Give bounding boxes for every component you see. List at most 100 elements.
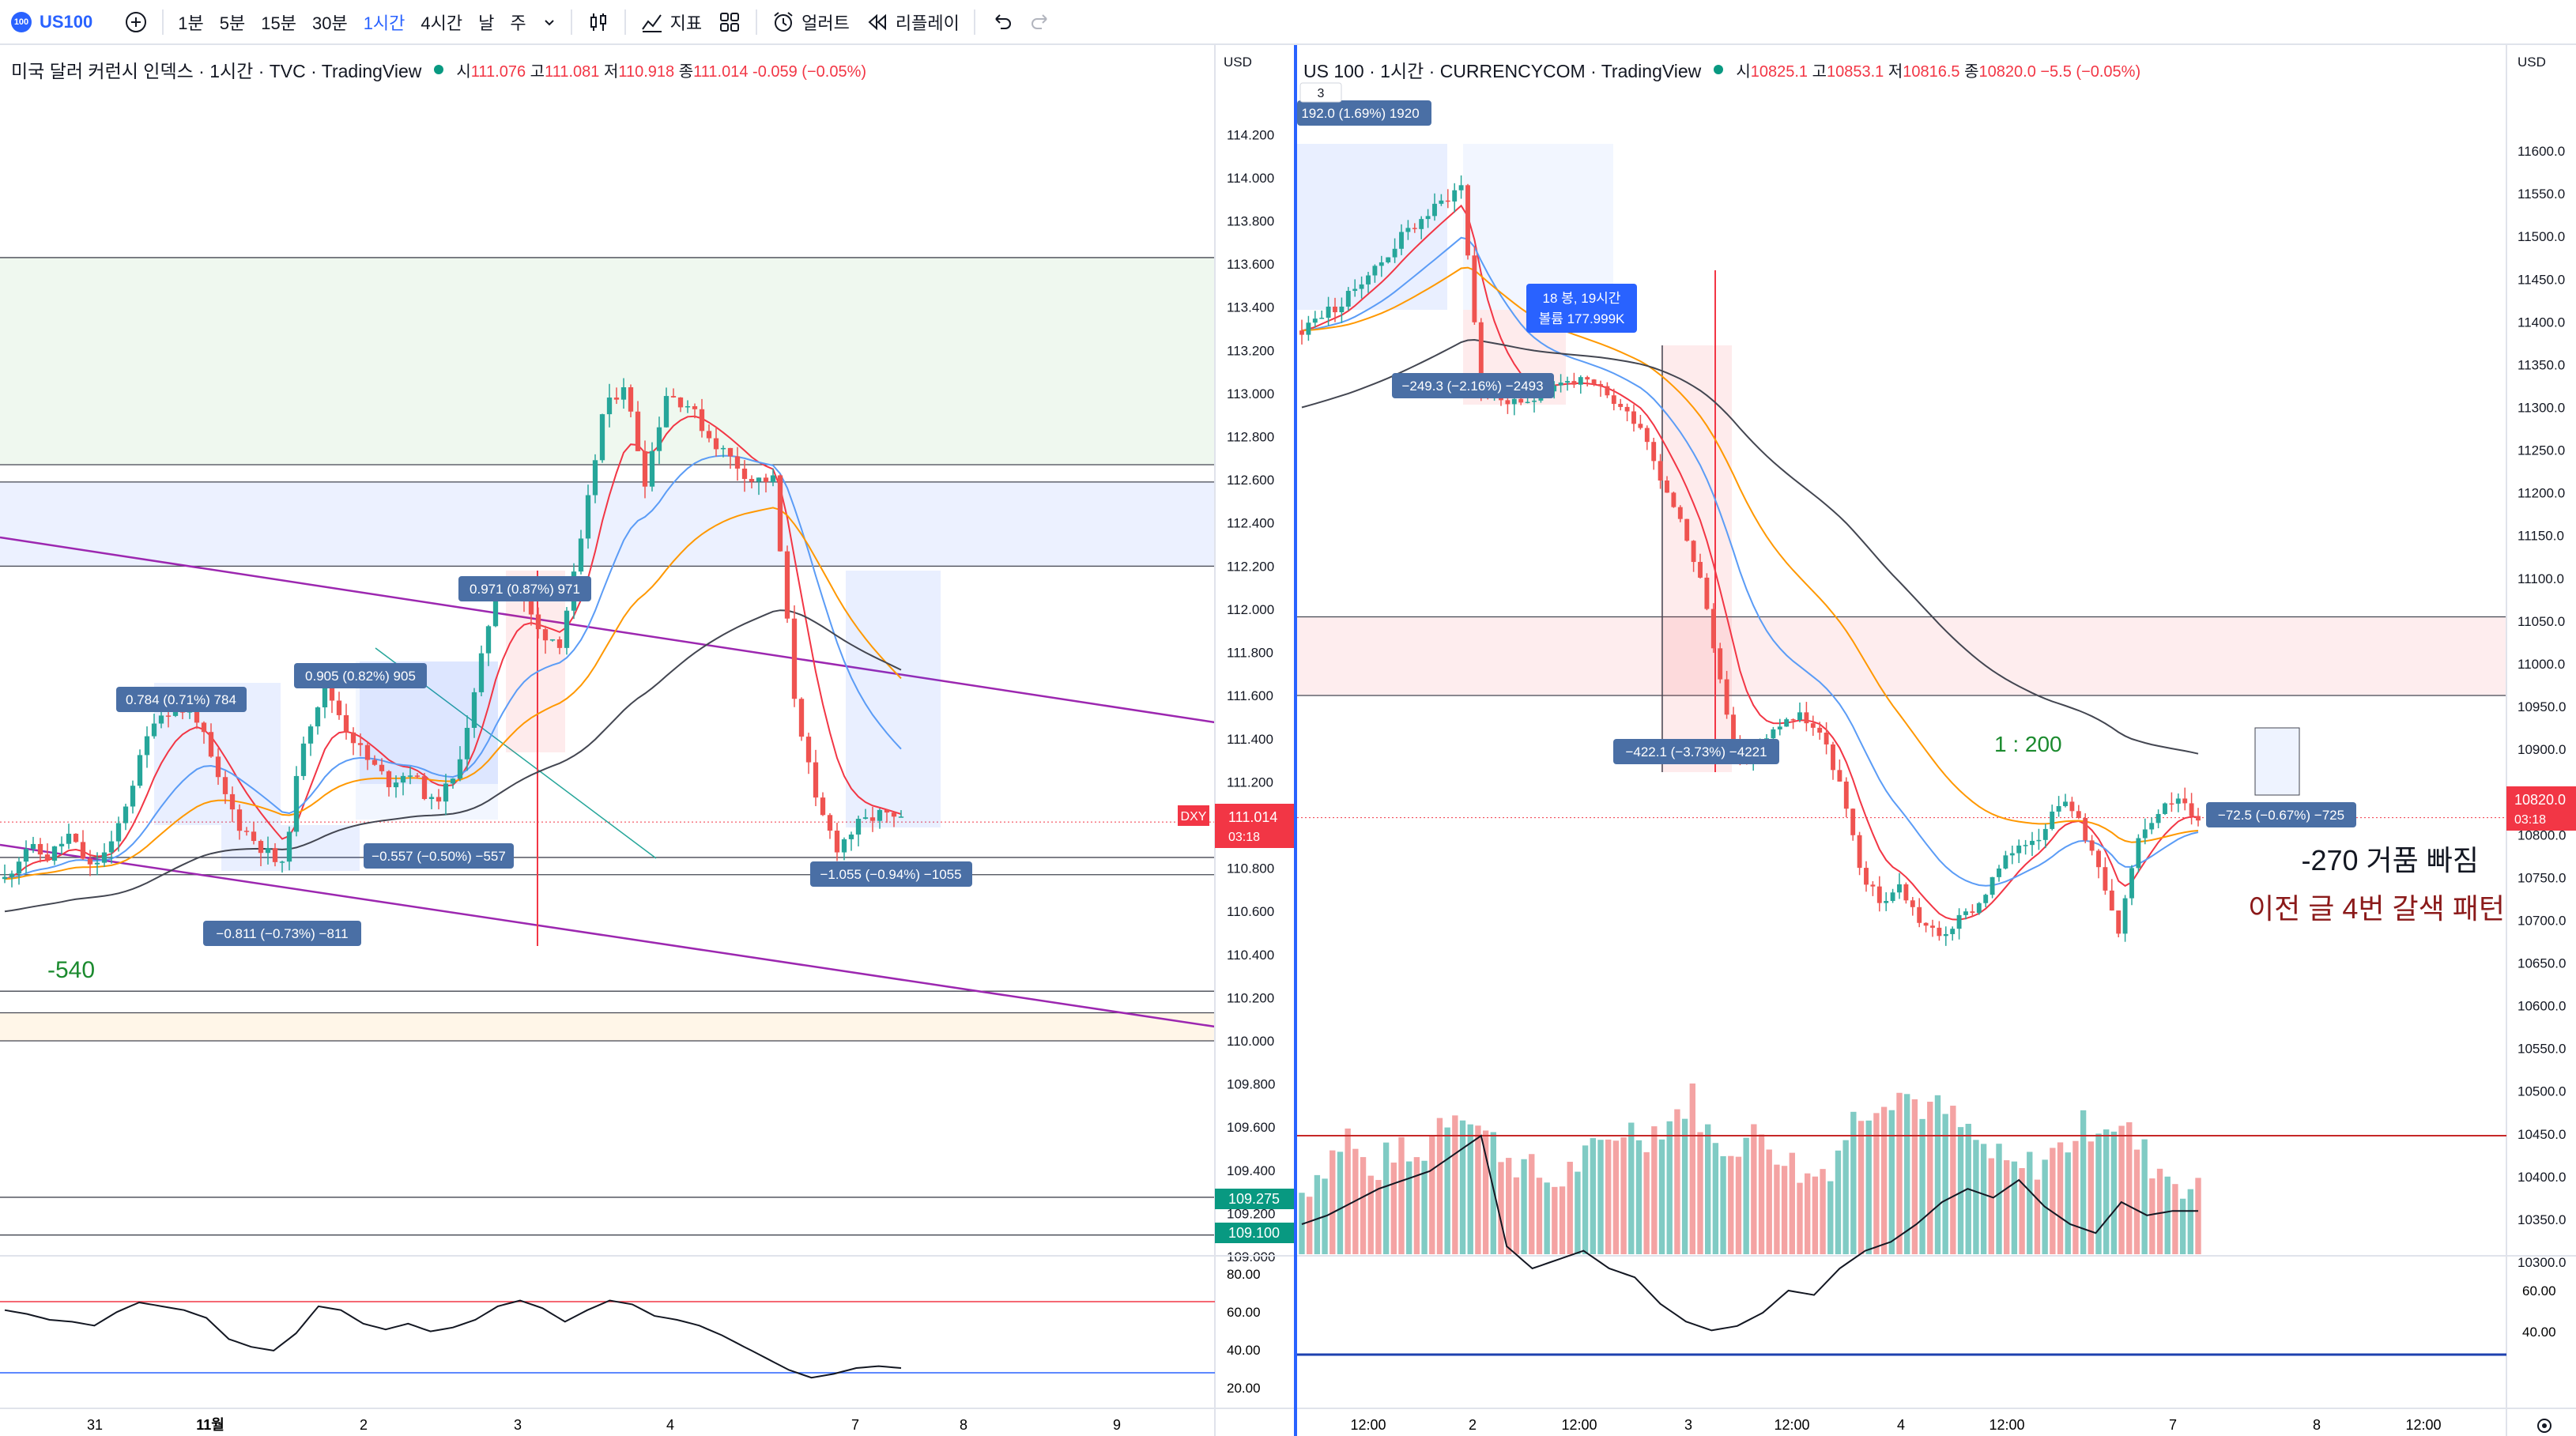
candle[interactable] <box>436 789 442 810</box>
candle[interactable] <box>286 826 292 871</box>
candle[interactable] <box>805 733 812 775</box>
candle[interactable] <box>1591 379 1597 386</box>
candle[interactable] <box>1903 882 1909 904</box>
candle[interactable] <box>585 484 591 549</box>
candle[interactable] <box>87 850 93 876</box>
candle[interactable] <box>2196 808 2201 827</box>
candle[interactable] <box>1618 398 1624 411</box>
candle[interactable] <box>364 741 371 771</box>
candle[interactable] <box>101 842 107 867</box>
candle[interactable] <box>144 726 150 768</box>
candle[interactable] <box>820 792 826 816</box>
candle[interactable] <box>2142 818 2148 845</box>
candle[interactable] <box>1983 893 1989 908</box>
candle[interactable] <box>80 830 86 860</box>
candle[interactable] <box>877 808 883 829</box>
redo-button[interactable] <box>1021 0 1061 43</box>
candle[interactable] <box>1937 921 1942 941</box>
candle[interactable] <box>1425 209 1431 228</box>
candle[interactable] <box>1598 380 1603 398</box>
candle[interactable] <box>1399 224 1404 255</box>
candle[interactable] <box>243 827 250 836</box>
candle[interactable] <box>471 688 477 738</box>
candle[interactable] <box>2136 834 2141 873</box>
candle[interactable] <box>428 793 435 809</box>
us100-legend[interactable]: US 100 · 1시간 · CURRENCYCOM · TradingView… <box>1303 56 2140 83</box>
candle[interactable] <box>1326 296 1331 326</box>
us100-measure-label[interactable]: −249.3 (−2.16%) −2493 <box>1392 373 1554 398</box>
candle[interactable] <box>606 383 613 428</box>
candle[interactable] <box>1372 264 1378 283</box>
candle[interactable] <box>2016 839 2022 864</box>
candle[interactable] <box>2089 835 2095 856</box>
candle[interactable] <box>9 870 15 888</box>
candle[interactable] <box>685 400 691 413</box>
us100-legend-collapse-button[interactable]: 3 <box>1299 82 1342 103</box>
candle[interactable] <box>1804 702 1809 732</box>
candle[interactable] <box>1718 643 1723 684</box>
candle[interactable] <box>386 770 392 797</box>
dxy-measure-label[interactable]: 0.971 (0.87%) 971 <box>458 576 591 601</box>
candle[interactable] <box>1312 311 1318 328</box>
candle[interactable] <box>770 468 776 487</box>
candle[interactable] <box>1923 922 1929 933</box>
dxy-measure-label[interactable]: −0.811 (−0.73%) −811 <box>203 921 361 946</box>
candle[interactable] <box>734 447 741 481</box>
candle[interactable] <box>2 864 8 884</box>
candle[interactable] <box>2056 796 2061 817</box>
candle[interactable] <box>123 803 129 831</box>
interval-30m[interactable]: 30분 <box>311 13 348 33</box>
candle[interactable] <box>1419 216 1424 239</box>
candle[interactable] <box>222 771 228 805</box>
candle[interactable] <box>407 766 413 785</box>
candle[interactable] <box>749 475 755 488</box>
candle[interactable] <box>1605 382 1610 398</box>
candle[interactable] <box>798 697 805 741</box>
candle[interactable] <box>642 440 648 499</box>
symbol-search-button[interactable]: US100 <box>40 11 93 32</box>
candle[interactable] <box>2063 793 2068 808</box>
candle[interactable] <box>73 833 79 843</box>
candle[interactable] <box>1432 193 1437 221</box>
replay-button[interactable]: 리플레이 <box>858 0 967 43</box>
candle[interactable] <box>300 736 307 780</box>
candle[interactable] <box>372 755 378 767</box>
candle[interactable] <box>165 709 172 728</box>
dxy-upper-trendline[interactable] <box>0 536 1216 724</box>
candle[interactable] <box>1352 279 1358 297</box>
candle[interactable] <box>578 530 584 575</box>
candle[interactable] <box>450 778 456 789</box>
candle[interactable] <box>741 460 748 492</box>
candle[interactable] <box>777 474 783 552</box>
candle[interactable] <box>379 758 385 775</box>
candle[interactable] <box>2103 857 2108 895</box>
candle[interactable] <box>2003 850 2008 870</box>
candle[interactable] <box>1870 880 1876 896</box>
candle[interactable] <box>1790 718 1796 729</box>
candle[interactable] <box>1857 831 1862 876</box>
candle[interactable] <box>16 857 22 885</box>
candle[interactable] <box>898 810 904 818</box>
us100-chart-pane[interactable]: 192.0 (1.69%) 1920 −249.3 (−2.16%) −2493… <box>1294 45 2576 1436</box>
candle[interactable] <box>841 837 847 861</box>
candle[interactable] <box>834 822 840 861</box>
candle[interactable] <box>1970 904 1975 917</box>
candle[interactable] <box>229 786 236 823</box>
candle[interactable] <box>656 416 662 464</box>
candle[interactable] <box>2116 910 2122 938</box>
candle[interactable] <box>706 424 712 443</box>
dxy-chart-pane[interactable]: 0.784 (0.71%) 784 0.905 (0.82%) 905 0.97… <box>0 45 1294 1436</box>
candle[interactable] <box>485 624 492 666</box>
candle[interactable] <box>1684 518 1690 542</box>
candle[interactable] <box>1452 183 1458 213</box>
candle[interactable] <box>1831 741 1835 780</box>
candle[interactable] <box>813 749 819 807</box>
candle[interactable] <box>1950 926 1956 941</box>
candle[interactable] <box>2042 824 2048 849</box>
candle[interactable] <box>869 806 876 832</box>
dxy-time-axis[interactable]: 31 11월 2 3 4 7 8 9 <box>87 1417 1121 1433</box>
candle[interactable] <box>201 721 207 744</box>
dxy-measure-label[interactable]: 0.905 (0.82%) 905 <box>294 663 427 688</box>
interval-15m[interactable]: 15분 <box>261 13 296 33</box>
candle[interactable] <box>1366 271 1371 293</box>
